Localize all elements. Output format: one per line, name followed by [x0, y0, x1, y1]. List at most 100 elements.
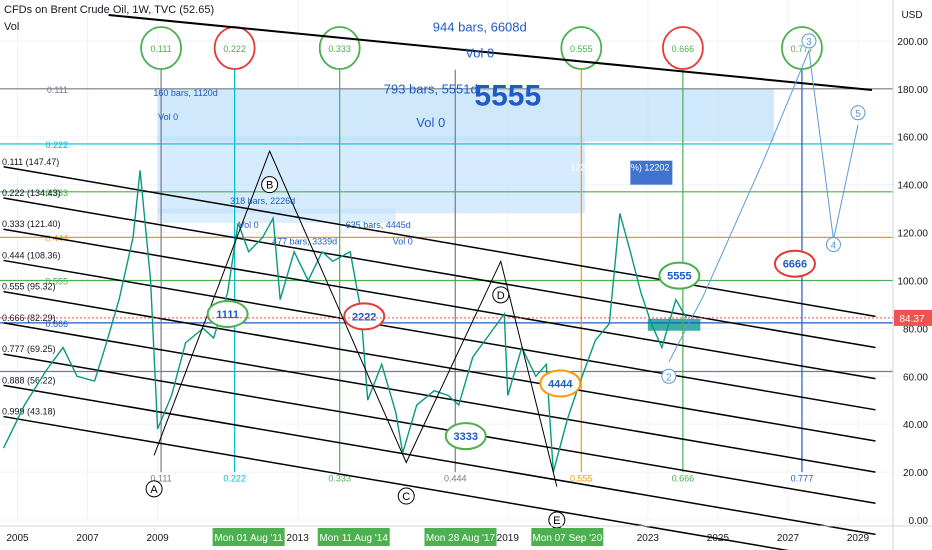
wave-number-label: 3 — [806, 37, 812, 48]
x-tick-label: 2007 — [76, 533, 99, 544]
y-tick-label: 0.00 — [909, 516, 929, 527]
wave-point-label: E — [553, 515, 560, 527]
y-tick-label: 40.00 — [903, 420, 928, 431]
fib-level-label: 0.666 — [45, 319, 68, 329]
channel-line — [3, 290, 876, 442]
channel-line — [3, 228, 876, 380]
volume-label[interactable]: Vol — [4, 21, 20, 33]
top-trend-line — [108, 14, 873, 91]
y-tick-label: 60.00 — [903, 372, 928, 383]
y-tick-label: 80.00 — [903, 324, 928, 335]
symbol-title[interactable]: CFDs on Brent Crude Oil, 1W, TVC — [4, 4, 177, 16]
y-tick-label: 100.00 — [897, 276, 928, 287]
time-vertical-label: 0.444 — [444, 474, 467, 484]
wave-point-marker — [261, 176, 279, 194]
date-label-box — [317, 528, 390, 546]
top-circle-label: 0.222 — [223, 44, 246, 54]
x-tick-label: 2027 — [777, 533, 800, 544]
channel-line — [3, 353, 876, 504]
x-tick-label: 2023 — [637, 533, 660, 544]
wave-number-label: 2 — [666, 372, 672, 383]
time-vertical-label: 0.111 — [150, 474, 171, 484]
last-price-label: 84.37 — [899, 314, 924, 325]
channel-line — [3, 415, 790, 550]
fib-level-label: 0.555 — [45, 276, 68, 286]
date-label: Mon 28 Aug '17 — [426, 533, 496, 544]
measure-box-large — [157, 88, 774, 142]
channel-line — [3, 197, 876, 349]
top-circle — [318, 26, 361, 70]
circled-number-ring — [444, 422, 487, 451]
channel-line — [3, 166, 876, 318]
chart-header: CFDs on Brent Crude Oil, 1W, TVC (52.65) — [4, 4, 214, 16]
measure-annotation: Vol 0 — [158, 112, 178, 122]
measure-annotation: Vol 0 — [239, 220, 259, 230]
fib-level-label: 0.333 — [45, 188, 68, 198]
top-circle — [140, 26, 182, 70]
wave-point-label: C — [402, 491, 410, 503]
date-label: Mon 11 Aug '14 — [319, 533, 388, 544]
wave-point-marker — [397, 487, 415, 505]
time-vertical-label: 0.222 — [223, 474, 246, 484]
circled-number-ring — [343, 302, 386, 331]
y-tick-label: 20.00 — [903, 468, 928, 479]
top-circle — [661, 26, 704, 70]
measure-annotation: Vol 0 — [416, 115, 445, 130]
x-tick-label: 2029 — [847, 533, 870, 544]
y-tick-label: 180.00 — [897, 85, 928, 96]
date-label-box — [531, 528, 604, 546]
x-tick-label: 2019 — [497, 533, 520, 544]
measure-annotation: Vol 0 — [465, 46, 494, 61]
circled-number-ring — [658, 261, 701, 290]
wave-point-label: D — [497, 290, 505, 302]
measure-annotation: 793 bars, 5551d — [384, 82, 478, 97]
annotations-layer: 944 bars, 6608d Vol 0 160 bars, 1120d Vol 0… — [153, 19, 816, 451]
circled-number-ring — [773, 249, 816, 278]
wave-number-marker — [801, 33, 817, 49]
y-tick-label: 160.00 — [897, 133, 928, 144]
wave-number-marker — [661, 368, 677, 384]
top-circle-label: 0.111 — [150, 44, 171, 54]
channel-lines-layer: 0.111 (147.47) 0.222 (134.43) 0.333 (121.4… — [2, 14, 876, 550]
top-circle-label: 0.333 — [328, 44, 351, 54]
channel-label: 0.777 (69.25) — [2, 344, 56, 354]
time-vertical-label: 0.555 — [570, 474, 593, 484]
position-box — [647, 318, 701, 331]
measure-tooltip-box — [630, 160, 673, 185]
wave-point-marker — [492, 286, 510, 304]
x-tick-label: 2013 — [287, 533, 310, 544]
fib-level-label: 0.111 — [47, 85, 68, 95]
x-tick-label: 2009 — [146, 533, 169, 544]
measure-annotation: 122.02 (762.15%) 12202 — [570, 162, 669, 172]
channel-line — [3, 259, 876, 411]
circled-number: 6666 — [783, 259, 807, 271]
wave-point-label: A — [150, 484, 158, 496]
top-circle-label: 0.666 — [672, 44, 695, 54]
wave-number-marker — [850, 105, 866, 121]
date-label-box — [424, 528, 497, 546]
wave-number-marker — [825, 237, 841, 253]
circled-number: 1111 — [216, 309, 239, 321]
time-vertical-label: 0.777 — [791, 474, 814, 484]
currency-label: USD — [901, 10, 922, 21]
circled-number-ring — [539, 369, 582, 398]
channel-label: 0.444 (108.36) — [2, 250, 61, 260]
y-tick-label: 200.00 — [897, 37, 928, 48]
measure-annotation: 477 bars, 3339d — [272, 237, 337, 247]
wave-number-label: 5 — [855, 109, 861, 120]
wave-number-label: 4 — [831, 241, 837, 252]
measure-annotation: 635 bars, 4445d — [346, 220, 411, 230]
x-tick-label: 2025 — [707, 533, 730, 544]
channel-label: 0.333 (121.40) — [2, 219, 61, 229]
channel-label: 0.555 (95.32) — [2, 282, 56, 292]
circled-number: 3333 — [454, 431, 478, 443]
y-tick-label: 140.00 — [897, 181, 928, 192]
time-vertical-label: 0.333 — [328, 474, 351, 484]
circled-number-ring — [206, 300, 249, 328]
top-circle-label: 0.777 — [791, 44, 814, 54]
measure-annotation: Vol 0 — [393, 237, 413, 247]
circled-number: 4444 — [548, 378, 573, 390]
big-annotation: 5555 — [474, 80, 541, 113]
